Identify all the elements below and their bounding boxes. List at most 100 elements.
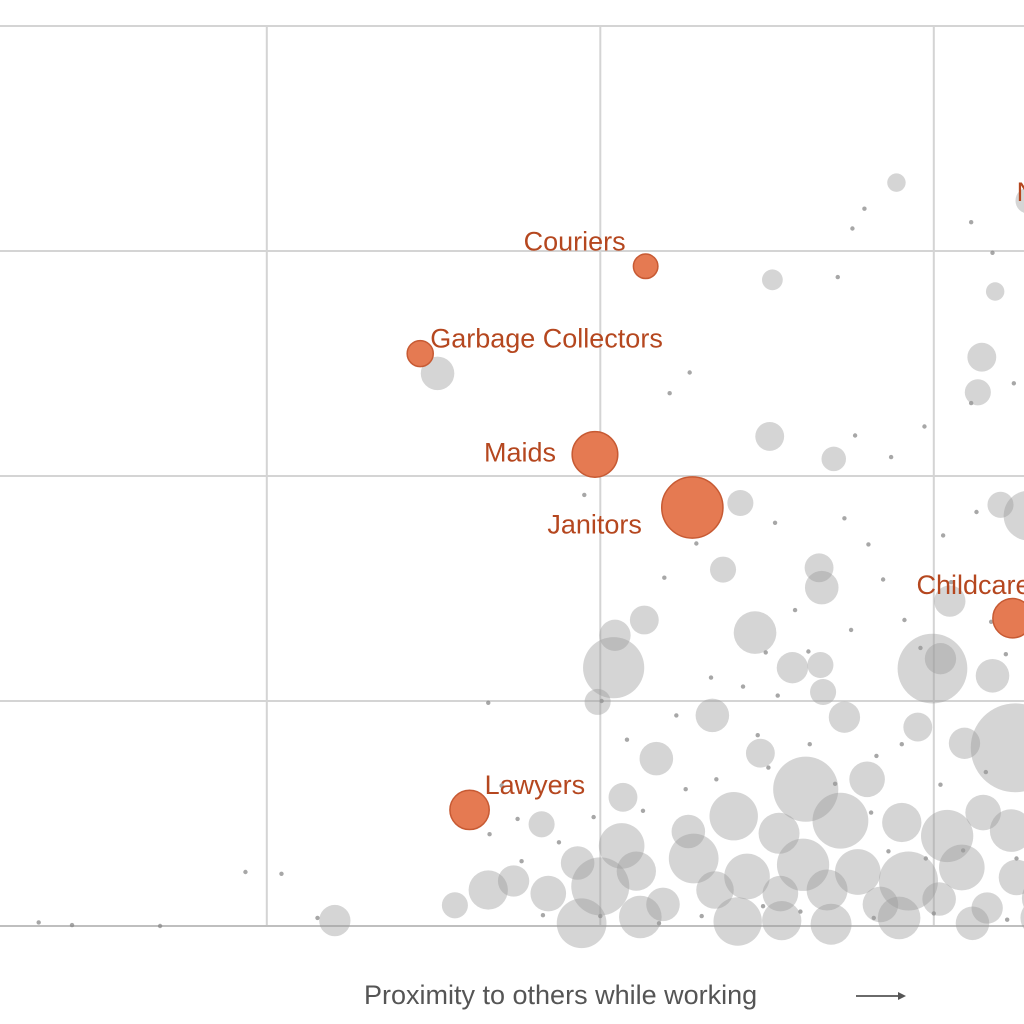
background-point bbox=[834, 849, 881, 895]
background-point bbox=[862, 206, 867, 211]
background-point bbox=[591, 814, 596, 820]
point-label-line: Maids bbox=[484, 437, 556, 467]
background-point bbox=[499, 783, 504, 788]
background-point bbox=[683, 787, 688, 792]
background-points-layer bbox=[319, 173, 1024, 949]
background-point bbox=[1020, 906, 1024, 929]
x-axis-arrow-icon bbox=[856, 992, 906, 1000]
background-point bbox=[727, 489, 754, 517]
background-point bbox=[955, 906, 990, 941]
background-point bbox=[971, 892, 1003, 924]
background-point bbox=[755, 733, 760, 738]
background-point bbox=[821, 446, 846, 472]
background-point bbox=[940, 533, 946, 538]
background-point bbox=[662, 575, 667, 580]
point-label: Janitors bbox=[547, 510, 642, 540]
background-point bbox=[866, 542, 871, 547]
background-point bbox=[763, 650, 768, 655]
highlighted-point bbox=[632, 253, 659, 280]
background-point bbox=[852, 433, 858, 438]
background-point bbox=[964, 379, 991, 406]
highlighted-point bbox=[660, 476, 724, 539]
point-label-line: Lawyers bbox=[485, 770, 586, 800]
background-point bbox=[772, 520, 778, 525]
background-point bbox=[758, 812, 800, 854]
background-point bbox=[897, 633, 968, 704]
background-point bbox=[888, 454, 894, 460]
background-point bbox=[760, 904, 766, 909]
background-point bbox=[998, 859, 1024, 896]
point-label-line: Couriers bbox=[524, 226, 626, 256]
background-point bbox=[974, 509, 979, 515]
background-point bbox=[486, 700, 491, 705]
background-point bbox=[640, 808, 646, 813]
background-point bbox=[69, 922, 75, 928]
background-point bbox=[694, 541, 699, 546]
background-point bbox=[874, 753, 879, 759]
background-point bbox=[938, 782, 943, 787]
background-point bbox=[1021, 888, 1024, 908]
background-point bbox=[319, 904, 351, 937]
background-point bbox=[1003, 491, 1024, 541]
highlighted-point bbox=[449, 789, 490, 831]
background-point bbox=[420, 356, 455, 391]
background-point bbox=[806, 649, 811, 654]
background-point bbox=[674, 713, 679, 718]
background-point bbox=[918, 645, 923, 651]
background-point bbox=[862, 886, 899, 923]
background-point bbox=[868, 810, 874, 815]
background-point bbox=[598, 823, 645, 869]
background-point bbox=[948, 727, 981, 759]
point-label: Lawyers bbox=[485, 770, 586, 800]
background-point bbox=[441, 892, 468, 919]
background-point bbox=[832, 781, 838, 786]
background-point bbox=[903, 712, 933, 742]
background-point bbox=[687, 370, 692, 375]
background-point bbox=[560, 846, 595, 880]
background-point bbox=[886, 849, 891, 854]
background-point bbox=[835, 274, 840, 280]
background-point bbox=[709, 556, 737, 583]
background-point bbox=[624, 737, 630, 742]
background-point bbox=[733, 611, 777, 654]
background-point bbox=[619, 895, 662, 939]
background-point bbox=[987, 491, 1014, 518]
point-label: Childcare Workers bbox=[917, 570, 1024, 600]
background-point bbox=[608, 782, 638, 812]
background-point bbox=[983, 769, 989, 775]
point-label-line: Garbage Collectors bbox=[430, 324, 663, 354]
background-point bbox=[1011, 381, 1017, 386]
background-point bbox=[804, 570, 839, 605]
point-label: Garbage Collectors bbox=[430, 324, 663, 354]
background-point bbox=[528, 811, 555, 838]
background-point bbox=[583, 637, 645, 699]
background-point bbox=[667, 391, 672, 396]
background-point bbox=[656, 921, 662, 926]
background-point bbox=[540, 913, 546, 918]
background-point bbox=[1015, 188, 1024, 213]
background-point bbox=[639, 741, 674, 776]
point-label: Nurses bbox=[1017, 177, 1024, 207]
background-point bbox=[714, 777, 719, 782]
background-point bbox=[598, 913, 603, 919]
background-point bbox=[828, 701, 861, 733]
highlighted-point bbox=[406, 339, 434, 368]
background-point bbox=[960, 848, 966, 853]
background-point bbox=[696, 871, 734, 909]
background-point bbox=[1003, 652, 1009, 657]
background-point bbox=[515, 816, 520, 822]
background-point bbox=[967, 342, 997, 372]
background-point bbox=[849, 761, 885, 798]
background-point bbox=[848, 627, 854, 633]
background-point bbox=[990, 250, 995, 255]
background-point bbox=[487, 832, 492, 837]
background-point bbox=[708, 675, 714, 680]
point-label: Couriers bbox=[524, 226, 626, 256]
background-point bbox=[740, 684, 746, 689]
background-point bbox=[776, 652, 809, 684]
background-point bbox=[968, 400, 974, 406]
background-point bbox=[989, 809, 1024, 852]
background-point bbox=[923, 856, 928, 861]
background-point bbox=[810, 903, 852, 945]
